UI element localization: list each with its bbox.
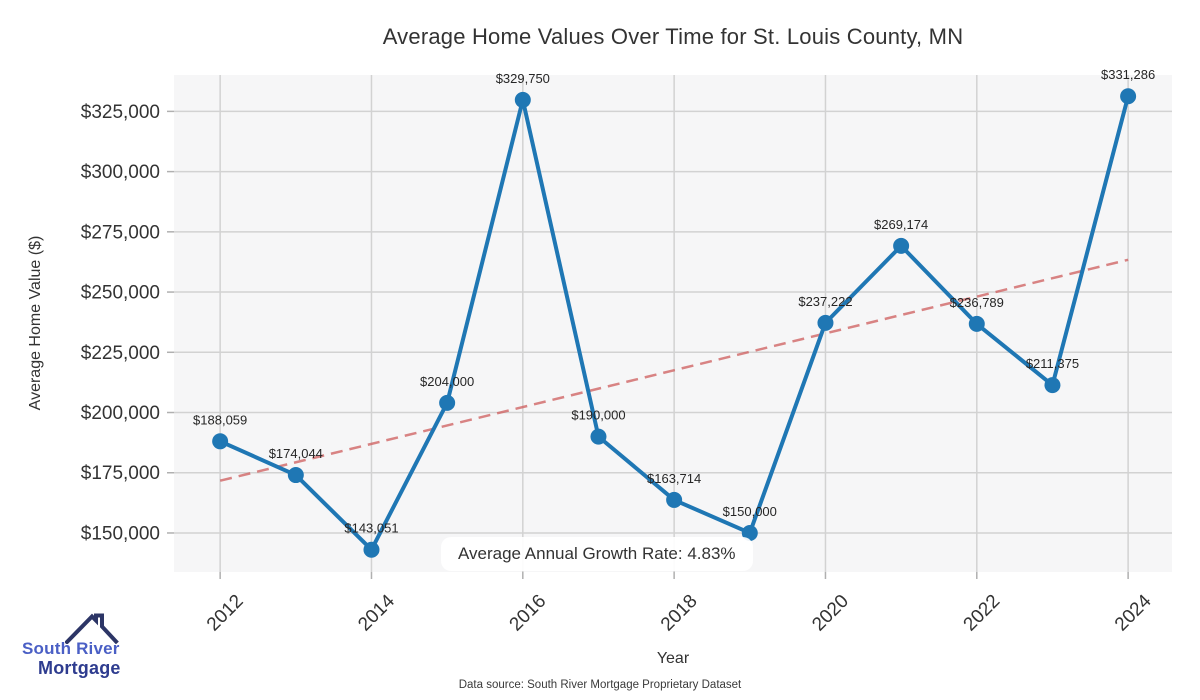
svg-text:$325,000: $325,000 xyxy=(81,102,160,123)
data-point-marker xyxy=(968,315,985,332)
data-point-label: $331,286 xyxy=(1101,67,1155,82)
logo-text-mortgage: Mortgage xyxy=(38,658,121,678)
data-point-label: $211,375 xyxy=(1026,356,1079,371)
logo-text-south-river: South River xyxy=(22,639,120,658)
svg-text:2018: 2018 xyxy=(657,591,702,636)
company-logo: South River Mortgage xyxy=(12,608,152,692)
house-roof-icon xyxy=(65,613,119,644)
svg-text:2022: 2022 xyxy=(960,591,1005,636)
trend-line xyxy=(219,258,1129,482)
svg-text:$250,000: $250,000 xyxy=(81,283,160,304)
data-point-marker xyxy=(741,524,758,541)
data-point-label: $269,174 xyxy=(874,217,928,232)
svg-text:2016: 2016 xyxy=(506,591,551,636)
data-point-label: $150,000 xyxy=(723,504,777,519)
svg-text:$225,000: $225,000 xyxy=(81,343,160,364)
data-source-note: Data source: South River Mortgage Propri… xyxy=(458,679,742,691)
x-axis-label: Year xyxy=(656,650,690,667)
data-point-label: $163,714 xyxy=(647,471,701,486)
data-point-label: $329,750 xyxy=(496,71,550,86)
svg-text:2012: 2012 xyxy=(203,591,248,636)
growth-rate-annotation: Average Annual Growth Rate: 4.83% xyxy=(441,537,753,571)
data-point-marker xyxy=(514,91,531,108)
gridlines xyxy=(174,75,1172,572)
data-point-marker xyxy=(439,394,456,411)
data-point-marker xyxy=(1044,377,1061,394)
data-point-label: $188,059 xyxy=(193,412,247,427)
tick-marks xyxy=(167,110,1129,579)
svg-text:$175,000: $175,000 xyxy=(81,463,160,484)
data-point-label: $174,044 xyxy=(269,446,323,461)
y-axis-label: Average Home Value ($) xyxy=(27,235,44,411)
y-tick-labels: $150,000 $175,000 $200,000 $225,000 $250,000… xyxy=(81,102,160,545)
data-point-marker xyxy=(590,428,607,445)
data-point-marker xyxy=(363,541,380,558)
svg-text:2024: 2024 xyxy=(1111,590,1156,635)
data-point-marker xyxy=(1120,88,1137,105)
chart-title: Average Home Values Over Time for St. Lo… xyxy=(382,24,964,49)
data-point-marker xyxy=(212,433,229,450)
data-point-marker xyxy=(817,314,834,331)
data-point-label: $237,222 xyxy=(798,294,852,309)
data-point-label: $143,051 xyxy=(344,521,398,536)
data-point-marker xyxy=(287,467,304,484)
series-markers xyxy=(212,88,1137,558)
x-tick-labels: 2012 2014 2016 2018 2020 2022 2024 xyxy=(203,590,1156,635)
svg-text:$275,000: $275,000 xyxy=(81,222,160,243)
data-point-label: $190,000 xyxy=(571,408,625,423)
svg-text:$150,000: $150,000 xyxy=(81,523,160,544)
svg-text:$300,000: $300,000 xyxy=(81,162,160,183)
svg-text:2020: 2020 xyxy=(808,591,853,636)
data-point-label: $236,789 xyxy=(950,295,1004,310)
data-point-marker xyxy=(893,237,910,254)
svg-text:2014: 2014 xyxy=(354,590,399,635)
data-point-marker xyxy=(666,491,683,508)
svg-text:$200,000: $200,000 xyxy=(81,403,160,424)
data-point-label: $204,000 xyxy=(420,374,474,389)
plot-background xyxy=(174,75,1172,572)
point-labels: $188,059 $174,044 $143,051 $204,000 $329,750… xyxy=(193,67,1155,535)
